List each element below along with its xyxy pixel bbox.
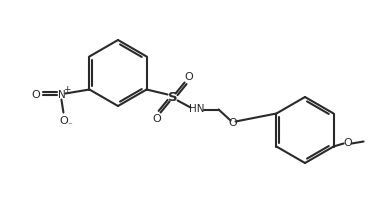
Text: O: O bbox=[228, 118, 237, 129]
Text: O: O bbox=[59, 115, 68, 126]
Text: S: S bbox=[168, 91, 178, 104]
Text: O: O bbox=[152, 114, 161, 123]
Text: +: + bbox=[63, 85, 70, 94]
Text: HN: HN bbox=[189, 104, 204, 115]
Text: O: O bbox=[343, 138, 352, 149]
Text: O: O bbox=[31, 89, 40, 100]
Text: O: O bbox=[184, 72, 193, 81]
Text: N: N bbox=[57, 89, 65, 100]
Text: ⁻: ⁻ bbox=[67, 121, 72, 130]
